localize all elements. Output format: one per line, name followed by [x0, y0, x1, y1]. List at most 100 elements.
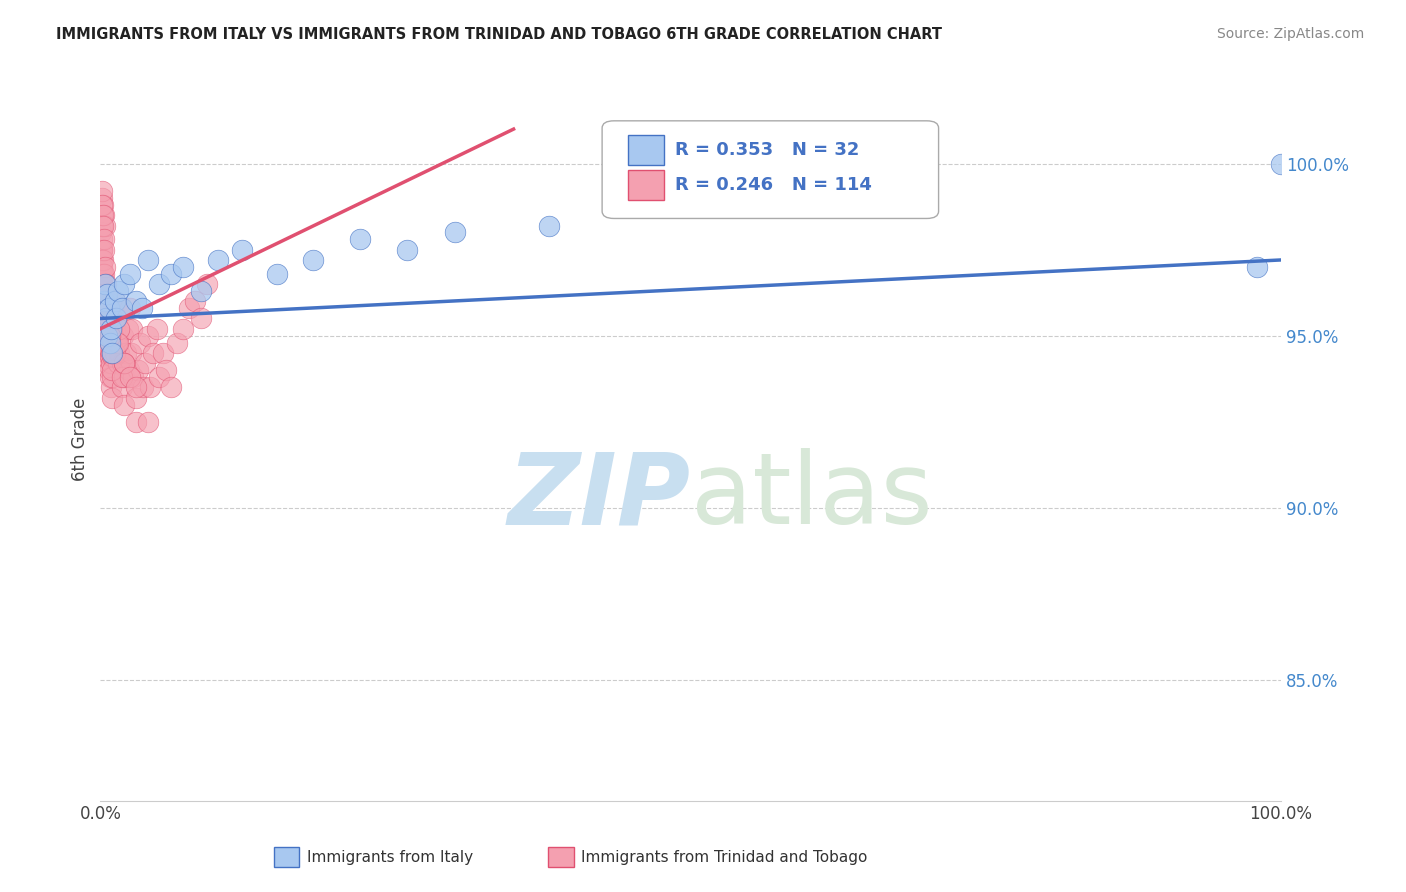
Point [110, 356, 132, 370]
Point [100, 356, 122, 370]
Point [112, 356, 135, 370]
Point [96, 346, 118, 360]
Point [104, 311, 127, 326]
Text: R = 0.246   N = 114: R = 0.246 N = 114 [675, 177, 872, 194]
Y-axis label: 6th Grade: 6th Grade [72, 397, 89, 481]
Text: Source: ZipAtlas.com: Source: ZipAtlas.com [1216, 27, 1364, 41]
Point [96, 311, 118, 326]
Text: ZIP: ZIP [508, 449, 690, 545]
Point [90, 191, 112, 205]
Point [172, 322, 194, 336]
Point [166, 335, 188, 350]
Point [90, 252, 112, 267]
Point [118, 370, 141, 384]
Point [94, 301, 117, 315]
Point [90, 219, 112, 233]
Point [91, 267, 114, 281]
Point [125, 380, 148, 394]
Point [537, 219, 560, 233]
Point [101, 350, 124, 364]
Point [104, 335, 127, 350]
Point [142, 346, 165, 360]
Bar [628, 170, 664, 201]
Point [177, 301, 200, 315]
Point [93, 208, 115, 222]
Point [90, 252, 112, 267]
Point [91, 243, 114, 257]
Bar [628, 135, 664, 165]
Point [120, 346, 142, 360]
Text: atlas: atlas [690, 449, 932, 545]
Point [96, 294, 118, 309]
Point [91, 198, 114, 212]
Point [146, 322, 169, 336]
Point [190, 311, 212, 326]
Point [112, 277, 135, 291]
Point [110, 301, 132, 315]
Point [90, 243, 112, 257]
Point [131, 301, 153, 315]
Point [103, 301, 125, 315]
Point [122, 370, 145, 384]
Point [90, 260, 112, 274]
Point [1246, 260, 1268, 274]
Point [97, 311, 120, 326]
Point [172, 260, 194, 274]
Point [93, 287, 115, 301]
Point [1270, 156, 1292, 170]
Point [96, 311, 118, 326]
Point [96, 277, 118, 291]
Point [184, 294, 207, 309]
Point [148, 370, 170, 384]
Point [118, 301, 141, 315]
Point [97, 301, 120, 315]
Point [108, 322, 131, 336]
Point [93, 232, 115, 246]
Point [118, 363, 141, 377]
Point [93, 322, 115, 336]
Point [155, 363, 177, 377]
Point [94, 277, 117, 291]
Point [90, 184, 112, 198]
Text: R = 0.353   N = 32: R = 0.353 N = 32 [675, 141, 859, 159]
Point [91, 252, 114, 267]
Point [94, 335, 117, 350]
Point [105, 311, 128, 326]
Point [110, 380, 132, 394]
Point [96, 356, 118, 370]
Point [134, 356, 156, 370]
Point [148, 277, 170, 291]
Point [90, 267, 112, 281]
Point [105, 335, 128, 350]
Point [110, 301, 132, 315]
Point [100, 346, 122, 360]
Point [118, 267, 141, 281]
Point [349, 232, 371, 246]
Text: IMMIGRANTS FROM ITALY VS IMMIGRANTS FROM TRINIDAD AND TOBAGO 6TH GRADE CORRELATI: IMMIGRANTS FROM ITALY VS IMMIGRANTS FROM… [56, 27, 942, 42]
Point [96, 301, 118, 315]
Point [91, 277, 114, 291]
Point [125, 391, 148, 405]
Point [93, 301, 115, 315]
Point [125, 294, 148, 309]
Point [103, 294, 125, 309]
Point [101, 370, 124, 384]
Point [93, 243, 115, 257]
Point [100, 322, 122, 336]
FancyBboxPatch shape [602, 120, 939, 219]
Point [91, 311, 114, 326]
Point [91, 294, 114, 309]
Point [136, 252, 159, 267]
Point [108, 346, 131, 360]
Point [103, 322, 125, 336]
Point [152, 346, 174, 360]
Point [93, 267, 115, 281]
Point [127, 363, 149, 377]
Point [98, 328, 121, 343]
Point [160, 380, 183, 394]
Point [231, 243, 253, 257]
Point [107, 284, 129, 298]
Point [115, 346, 138, 360]
Point [96, 328, 118, 343]
Point [96, 287, 118, 301]
